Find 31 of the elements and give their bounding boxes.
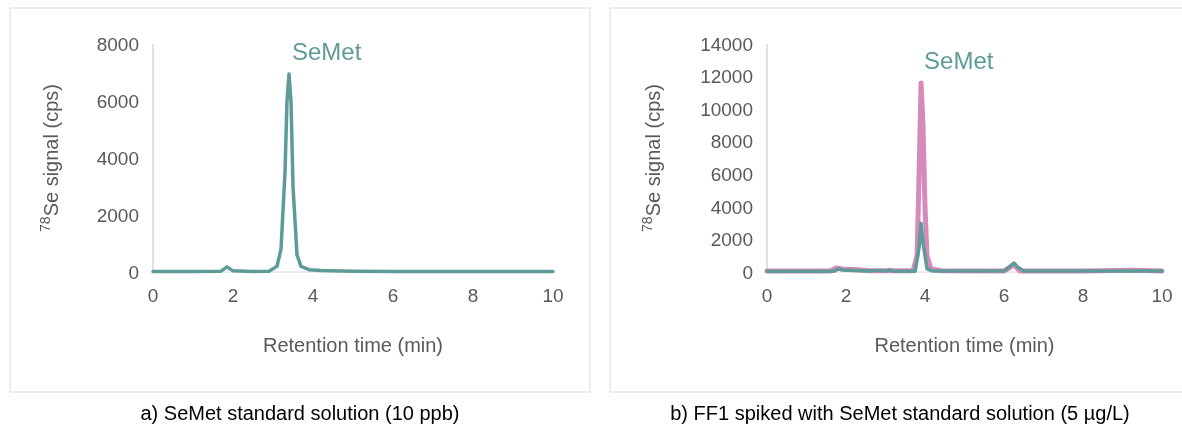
y-tick-label: 2000 — [710, 229, 753, 251]
x-tick-label: 4 — [919, 285, 931, 306]
y-tick-label: 0 — [128, 261, 139, 283]
x-tick-label: 6 — [387, 285, 399, 306]
y-tick-label: 12000 — [700, 66, 753, 88]
x-tick-label: 0 — [147, 285, 159, 306]
x-tick-label: 0 — [761, 285, 773, 306]
text: b) FF1 spiked with SeMet standard solution (5 µg/L) — [670, 402, 1130, 424]
x-axis-title: Retention time (min) — [874, 334, 1055, 356]
x-axis-title: Retention time (min) — [262, 334, 444, 356]
y-tick-label: 2000 — [96, 204, 139, 226]
x-tick-label: 8 — [467, 285, 479, 306]
y-tick-label: 6000 — [710, 163, 753, 185]
x-tick-label: 2 — [227, 285, 239, 306]
y-tick-label: 0 — [742, 261, 753, 283]
y-tick-label: 10000 — [700, 98, 753, 120]
x-tick-label: 6 — [998, 285, 1010, 306]
x-tick-label: 10 — [1151, 285, 1173, 306]
text: a) SeMet standard solution (10 ppb) — [140, 402, 460, 424]
y-tick-label: 4000 — [96, 147, 139, 169]
x-tick-label: 2 — [840, 285, 852, 306]
x-tick-label: 10 — [542, 285, 564, 306]
x-tick-label: 8 — [1077, 285, 1089, 306]
annotation: SeMet — [292, 37, 362, 65]
annotation: SeMet — [924, 47, 994, 75]
y-tick-label: 4000 — [710, 196, 753, 218]
y-tick-label: 8000 — [96, 33, 139, 55]
y-tick-label: 6000 — [96, 90, 139, 112]
y-tick-label: 14000 — [700, 33, 753, 55]
x-tick-label: 4 — [307, 285, 319, 306]
y-tick-label: 8000 — [710, 131, 753, 153]
